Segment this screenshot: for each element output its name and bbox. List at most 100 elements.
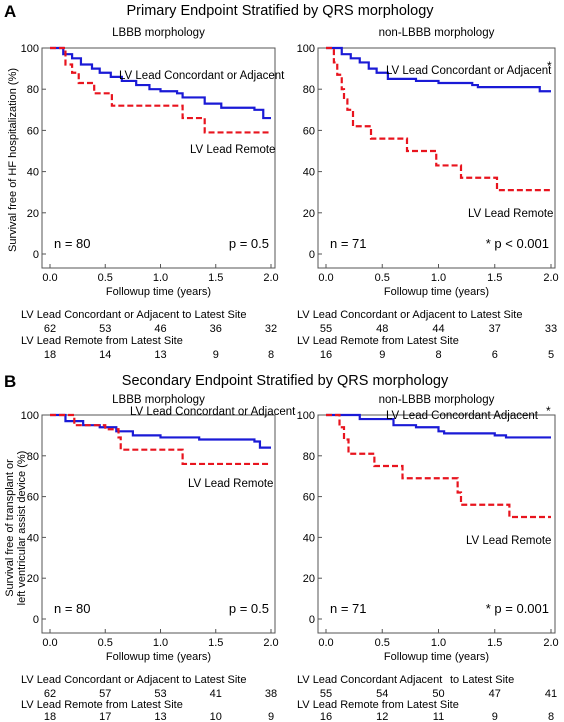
chart-a-lbbb-risk-row2-value: 18: [44, 349, 56, 361]
chart-b-lbbb-xtick-label: 0.0: [42, 637, 57, 649]
chart-a-non-lbbb-label-remote: LV Lead Remote: [468, 208, 553, 220]
chart-a-lbbb-label-remote: LV Lead Remote: [190, 144, 275, 156]
chart-a-non-lbbb-risk-row1-value: 37: [489, 323, 501, 335]
chart-a-lbbb-ytick-label: 20: [27, 208, 39, 220]
chart-b-lbbb-risk-row2-value: 17: [99, 711, 111, 722]
chart-b-non-lbbb-risk-row2-value: 8: [548, 711, 554, 722]
chart-a-non-lbbb-p-text: * p < 0.001: [486, 236, 549, 251]
chart-b-lbbb-ytick-label: 60: [27, 492, 39, 504]
chart-a-non-lbbb-xtick-label: 1.0: [431, 272, 446, 284]
chart-b-non-lbbb-risk-row2-value: 12: [376, 711, 388, 722]
chart-b-non-lbbb-risk-row2-value: 9: [492, 711, 498, 722]
chart-b-non-lbbb-series-concordant: [326, 413, 551, 439]
chart-b-lbbb-ytick-label: 0: [33, 614, 39, 626]
risk-b-lbbb-row1-label: LV Lead Concordant or Adjacent to Latest…: [21, 674, 246, 686]
chart-b-non-lbbb-xlabel: Followup time (years): [384, 651, 489, 663]
chart-a-non-lbbb-risk-row2-value: 16: [320, 349, 332, 361]
chart-b-non-lbbb-risk-row1-value: 50: [432, 688, 444, 700]
chart-b-lbbb-p-text: p = 0.5: [229, 601, 269, 616]
chart-b-lbbb-subtitle: LBBB morphology: [112, 394, 205, 406]
risk-b-non-lbbb-row1-label: LV Lead Concordant Adjacent: [297, 674, 442, 686]
chart-b-non-lbbb-subtitle: non-LBBB morphology: [379, 394, 495, 406]
chart-a-lbbb-n-text: n = 80: [54, 236, 91, 251]
panel-letter-a: A: [4, 2, 16, 21]
chart-b-non-lbbb-risk-row1-value: 41: [545, 688, 557, 700]
chart-a-lbbb-risk-row2-value: 13: [154, 349, 166, 361]
chart-b-lbbb-n-text: n = 80: [54, 601, 91, 616]
chart-a-lbbb-xtick-label: 1.0: [153, 272, 168, 284]
chart-b-lbbb-risk-row1-value: 53: [154, 688, 166, 700]
chart-a-non-lbbb-ytick-label: 0: [309, 249, 315, 261]
chart-a-lbbb-xtick-label: 0.5: [98, 272, 113, 284]
chart-a-lbbb-p-text: p = 0.5: [229, 236, 269, 251]
chart-b-non-lbbb-p-text: * p = 0.001: [486, 601, 549, 616]
chart-a-lbbb-risk-row1-value: 36: [210, 323, 222, 335]
chart-a-lbbb-risk-row1-value: 62: [44, 323, 56, 335]
chart-a-lbbb-risk-row1-value: 46: [154, 323, 166, 335]
chart-b-lbbb-label-concordant: LV Lead Concordant or Adjacent: [130, 406, 296, 418]
chart-b-lbbb-risk-row2-value: 18: [44, 711, 56, 722]
chart-a-lbbb-xtick-label: 0.0: [42, 272, 57, 284]
chart-a-non-lbbb-subtitle: non-LBBB morphology: [379, 27, 495, 39]
chart-a-non-lbbb-ytick-label: 80: [303, 84, 315, 96]
chart-a-non-lbbb-risk-row1-value: 48: [376, 323, 388, 335]
chart-b-lbbb-xtick-label: 2.0: [263, 637, 278, 649]
chart-b-non-lbbb-xtick-label: 2.0: [543, 637, 558, 649]
chart-a-non-lbbb-xlabel: Followup time (years): [384, 286, 489, 298]
chart-a-non-lbbb-ytick-label: 60: [303, 125, 315, 137]
chart-b-non-lbbb-xtick-label: 1.0: [431, 637, 446, 649]
risk-b-non-lbbb-row2-label: LV Lead Remote from Latest Site: [297, 699, 459, 711]
panel-a-ylabel: Survival free of HF hospitalization (%): [7, 68, 19, 252]
chart-a-lbbb: LBBB morphology 0 20 40 60 80 100 0.0 0.5 1.0 1.5 2…: [21, 27, 279, 361]
chart-a-lbbb-series-concordant: [50, 46, 271, 120]
panel-letter-b: B: [4, 372, 16, 391]
chart-b-lbbb-frame: [41, 414, 276, 634]
chart-b-lbbb-ytick-label: 80: [27, 451, 39, 463]
chart-a-lbbb-xtick-label: 1.5: [208, 272, 223, 284]
chart-b-non-lbbb-ytick-label: 0: [309, 614, 315, 626]
chart-a-non-lbbb-risk-row2-value: 8: [435, 349, 441, 361]
chart-b-non-lbbb-label-remote: LV Lead Remote: [466, 535, 551, 547]
chart-b-non-lbbb-label-concordant: LV Lead Concordant Adjacent: [386, 410, 539, 422]
chart-b-lbbb-ytick-label: 20: [27, 573, 39, 585]
chart-a-non-lbbb-ytick-label: 100: [297, 43, 315, 55]
chart-b-non-lbbb-risk-row1-value: 47: [489, 688, 501, 700]
chart-b-non-lbbb-xtick-label: 0.0: [318, 637, 333, 649]
chart-b-non-lbbb-ytick-label: 100: [297, 410, 315, 422]
chart-b-non-lbbb-risk-row2-value: 11: [433, 711, 444, 722]
chart-a-non-lbbb-risk-row1-value: 44: [432, 323, 444, 335]
chart-b-lbbb-xtick-label: 1.0: [153, 637, 168, 649]
chart-b-non-lbbb-ytick-label: 40: [303, 532, 315, 544]
chart-a-lbbb-risk-row2-value: 9: [213, 349, 219, 361]
risk-a-lbbb-row2-label: LV Lead Remote from Latest Site: [21, 335, 183, 347]
chart-a-lbbb-ytick-label: 100: [21, 43, 39, 55]
chart-a-non-lbbb-xtick-label: 0.0: [318, 272, 333, 284]
chart-b-non-lbbb-n-text: n = 71: [330, 601, 367, 616]
chart-a-non-lbbb-star-concordant: *: [547, 59, 552, 73]
chart-b-non-lbbb-star-concordant: *: [546, 404, 551, 418]
chart-a-lbbb-frame: [41, 47, 276, 269]
chart-a-lbbb-risk-row2-value: 8: [268, 349, 274, 361]
chart-b-non-lbbb-xtick-label: 0.5: [375, 637, 390, 649]
chart-b-lbbb-risk-row2-value: 13: [154, 711, 166, 722]
chart-a-non-lbbb-frame: [317, 47, 556, 269]
chart-b-non-lbbb-ytick-label: 20: [303, 573, 315, 585]
chart-b-non-lbbb-frame: [317, 414, 556, 634]
panel-a-title: Primary Endpoint Stratified by QRS morph…: [126, 3, 434, 19]
chart-b-lbbb-series-concordant: [50, 413, 271, 449]
chart-b-non-lbbb-ytick-label: 80: [303, 451, 315, 463]
chart-a-lbbb-subtitle: LBBB morphology: [112, 27, 205, 39]
panel-b-ylabel-line1: Survival free of transplant or: [4, 459, 16, 597]
chart-a-non-lbbb-ytick-label: 40: [303, 167, 315, 179]
chart-b-non-lbbb-risk-row2-value: 16: [320, 711, 332, 722]
chart-b-non-lbbb-xtick-label: 1.5: [487, 637, 502, 649]
chart-b-lbbb: LBBB morphology 0 20 40 60 80 100 0.0 0.5 1.0 1.5 2…: [21, 394, 279, 722]
risk-b-lbbb-row2-label: LV Lead Remote from Latest Site: [21, 699, 183, 711]
chart-b-lbbb-ytick-label: 100: [21, 410, 39, 422]
chart-b-lbbb-ytick-label: 40: [27, 532, 39, 544]
chart-b-lbbb-xtick-label: 0.5: [98, 637, 113, 649]
chart-b-non-lbbb-risk-row1-value: 55: [320, 688, 332, 700]
chart-a-non-lbbb-label-concordant: LV Lead Concordant or Adjacent: [386, 65, 552, 77]
chart-a-lbbb-risk-row1-value: 53: [99, 323, 111, 335]
chart-a-lbbb-ytick-label: 40: [27, 167, 39, 179]
